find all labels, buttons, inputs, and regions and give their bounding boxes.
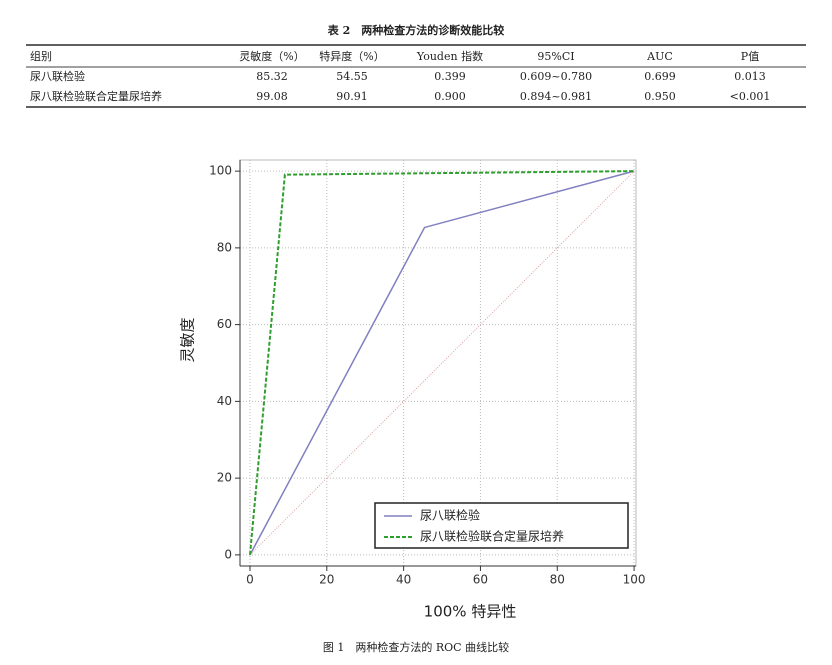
table-header-cell: 组别 (30, 49, 52, 63)
table-header-cell: 灵敏度（%） (239, 49, 304, 63)
x-tick-label: 100 (623, 573, 646, 587)
table-cell: 尿八联检验联合定量尿培养 (30, 89, 162, 103)
y-tick-label: 20 (217, 471, 232, 485)
table-header-cell: 特异度（%） (319, 49, 384, 63)
table-cell: 尿八联检验 (30, 69, 85, 83)
table-header-cell: P值 (741, 50, 759, 63)
table-cell: 0.013 (734, 70, 766, 83)
legend-label: 尿八联检验联合定量尿培养 (420, 529, 564, 544)
y-tick-label: 60 (217, 317, 232, 331)
x-tick-label: 80 (550, 573, 565, 587)
legend-box (374, 502, 629, 549)
x-tick-label: 60 (473, 573, 488, 587)
table-cell: 0.950 (644, 90, 676, 103)
y-tick-label: 0 (224, 547, 232, 561)
y-tick-label: 40 (217, 394, 232, 408)
x-tick-label: 20 (319, 573, 334, 587)
y-tick-label: 100 (209, 164, 232, 178)
table-header-cell: AUC (646, 50, 673, 63)
table-cell: 0.894~0.981 (520, 90, 592, 103)
table-cell: 85.32 (256, 70, 288, 83)
figure-caption: 图 1 两种检查方法的 ROC 曲线比较 (323, 640, 509, 654)
table-cell: 0.399 (434, 70, 466, 83)
y-axis-label: 灵敏度 (179, 317, 197, 362)
table-header-cell: 95%CI (537, 50, 574, 63)
table-title: 表 2 两种检查方法的诊断效能比较 (327, 23, 504, 37)
legend-label: 尿八联检验 (420, 508, 480, 523)
roc-line (248, 170, 635, 555)
x-axis-label: 100% 特异性 (424, 603, 517, 621)
table-cell: 90.91 (336, 90, 368, 103)
table-cell: 99.08 (256, 90, 288, 103)
roc-line (249, 170, 635, 556)
table-cell: 54.55 (336, 70, 368, 83)
reference-line (249, 170, 635, 556)
x-tick-label: 40 (396, 573, 411, 587)
table-cell: 0.609~0.780 (520, 70, 592, 83)
x-tick-label: 0 (246, 573, 254, 587)
table-header-cell: Youden 指数 (416, 49, 483, 63)
y-tick-label: 80 (217, 240, 232, 254)
table-cell: 0.900 (434, 90, 466, 103)
table-cell: 0.699 (644, 70, 676, 83)
table-cell: <0.001 (730, 90, 771, 103)
